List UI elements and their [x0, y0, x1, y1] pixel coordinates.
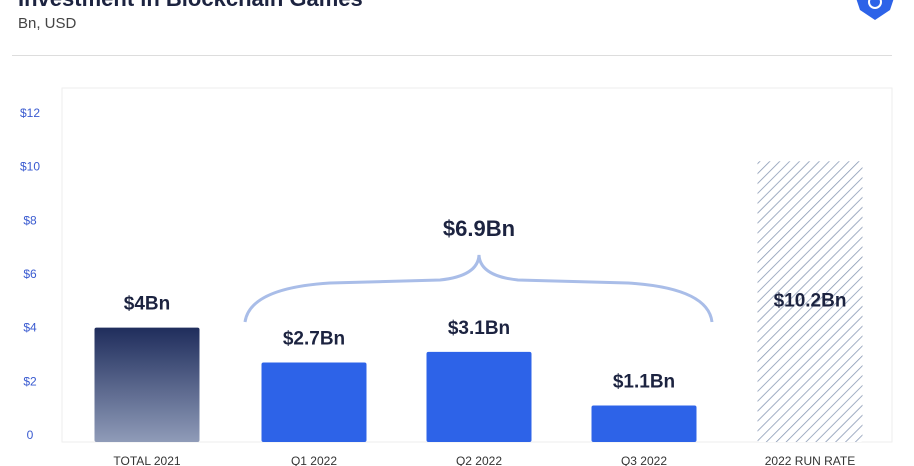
- y-tick-label: $2: [23, 374, 37, 388]
- data-label: $2.7Bn: [283, 329, 345, 350]
- y-tick-label: $8: [23, 213, 37, 227]
- x-tick-label: TOTAL 2021: [113, 454, 180, 466]
- brace-annotation: [243, 254, 714, 323]
- data-label: $4Bn: [124, 294, 170, 315]
- annotation-label: $6.9Bn: [443, 216, 515, 241]
- bar-q1-2022: [261, 362, 367, 442]
- data-label: $3.1Bn: [448, 318, 510, 339]
- y-tick-label: 0: [27, 428, 34, 442]
- bar-total-2021: [94, 327, 200, 442]
- data-label: $10.2Bn: [774, 290, 847, 311]
- y-tick-label: $10: [20, 160, 40, 174]
- brand-logo-icon: [856, 0, 894, 20]
- x-tick-label: Q2 2022: [456, 454, 502, 466]
- y-tick-label: $4: [23, 321, 37, 335]
- bar-q2-2022: [426, 351, 532, 442]
- data-label: $1.1Bn: [613, 371, 675, 392]
- bar-q3-2022: [591, 405, 697, 442]
- y-tick-label: $6: [23, 267, 37, 281]
- y-tick-label: $12: [20, 106, 40, 120]
- bar-2022-run-rate: [757, 161, 863, 443]
- chart-title: Investment in Blockchain Games: [18, 0, 363, 12]
- x-tick-label: Q3 2022: [621, 454, 667, 466]
- header-divider: [12, 55, 892, 56]
- x-tick-label: Q1 2022: [291, 454, 337, 466]
- chart-subtitle: Bn, USD: [18, 15, 77, 32]
- x-tick-label: 2022 RUN RATE: [765, 454, 855, 466]
